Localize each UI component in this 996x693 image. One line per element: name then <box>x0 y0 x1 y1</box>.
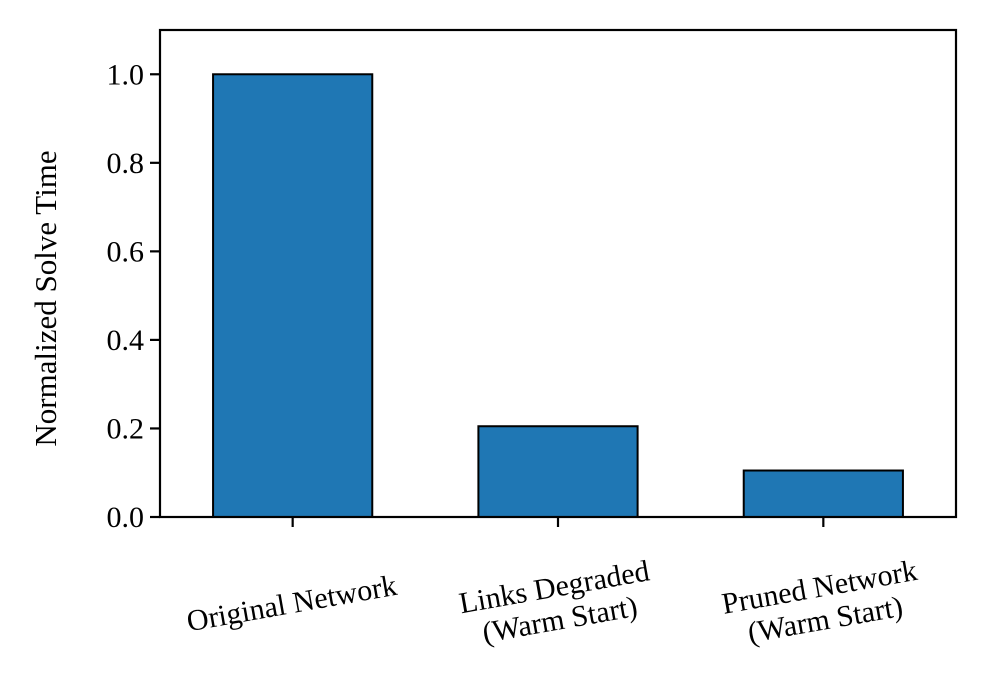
bar-2 <box>742 469 904 519</box>
y-tick-label-0: 0.0 <box>107 501 145 534</box>
y-tick-label-3: 0.6 <box>107 235 145 268</box>
y-tick-label-1: 0.2 <box>107 412 145 445</box>
y-axis-ticks: 0.0 0.2 0.4 0.6 0.8 1.0 <box>107 58 160 534</box>
bar-0 <box>212 73 374 518</box>
bars-group <box>212 73 904 519</box>
y-tick-label-5: 1.0 <box>107 58 145 91</box>
bar-1 <box>477 425 639 518</box>
y-tick-label-4: 0.8 <box>107 147 145 180</box>
y-axis-label: Normalized Solve Time <box>28 150 63 446</box>
y-tick-label-2: 0.4 <box>107 324 145 357</box>
plot-frame <box>158 28 958 519</box>
